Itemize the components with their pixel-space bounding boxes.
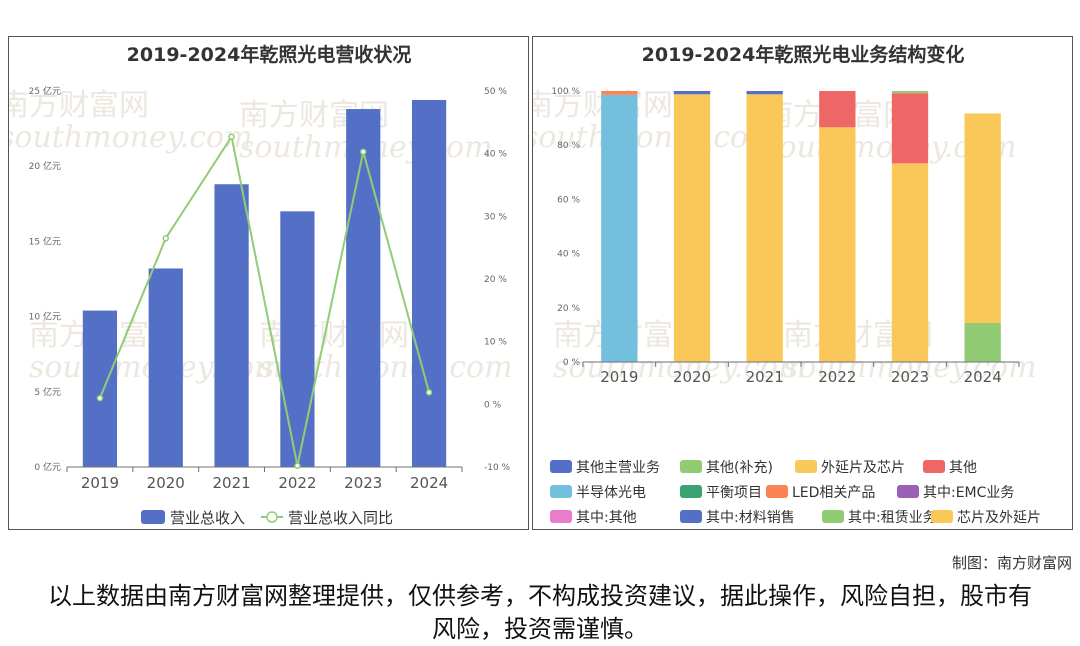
yoy-point	[228, 133, 235, 140]
legend-label: LED相关产品	[792, 485, 875, 501]
y-right-tick-label: 40 %	[484, 150, 507, 160]
y-left-tick-label: 25 亿元	[29, 85, 61, 97]
yoy-point	[96, 394, 104, 402]
y-tick-label: 100 %	[551, 87, 580, 97]
yoy-point	[360, 148, 367, 156]
y-right-tick-label: -10 %	[484, 463, 511, 473]
y-right-tick-label: 10 %	[484, 338, 507, 348]
legend-label: 其他(补充)	[706, 460, 773, 476]
revenue-bar	[346, 109, 381, 467]
legend-swatch	[897, 485, 919, 498]
x-tick-label: 2024	[964, 368, 1002, 386]
watermark-en: southmoney.com	[533, 120, 777, 155]
stack-segment	[601, 91, 638, 95]
stack-segment	[746, 91, 783, 95]
legend-label: 营业总收入同比	[288, 509, 393, 527]
watermark-en: southmoney.com	[9, 120, 253, 155]
y-left-tick-label: 5 亿元	[34, 386, 61, 398]
x-tick-label: 2023	[344, 474, 382, 492]
disclaimer-text: 以上数据由南方财富网整理提供，仅供参考，不构成投资建议，据此操作，风险自担，股市…	[48, 582, 1032, 643]
legend-swatch	[550, 510, 572, 523]
stack-segment	[819, 91, 856, 128]
x-tick-label: 2021	[746, 368, 784, 386]
legend-swatch	[680, 460, 702, 473]
y-tick-label: 60 %	[557, 195, 580, 205]
x-tick-label: 2020	[673, 368, 711, 386]
legend-swatch	[680, 510, 702, 523]
legend-swatch	[931, 510, 953, 523]
stack-segment	[819, 127, 856, 363]
y-right-tick-label: 0 %	[484, 400, 502, 410]
watermark-cn: 南方财富网	[9, 88, 149, 123]
x-tick-label: 2022	[818, 368, 856, 386]
legend-label: 其他	[949, 460, 977, 476]
y-right-tick-label: 50 %	[484, 87, 507, 97]
stack-segment	[746, 94, 783, 362]
y-right-tick-label: 30 %	[484, 212, 507, 222]
legend-swatch	[923, 460, 945, 473]
yoy-point	[425, 389, 433, 396]
legend-label: 营业总收入	[170, 509, 245, 527]
x-tick-label: 2020	[147, 474, 185, 492]
x-tick-label: 2021	[212, 474, 250, 492]
stack-segment	[891, 93, 929, 164]
legend-swatch	[550, 460, 572, 473]
revenue-chart: 南方财富网southmoney.com南方财富网southmoney.com南方…	[9, 43, 513, 527]
stack-segment	[673, 91, 711, 95]
revenue-bar	[214, 184, 249, 468]
y-right-tick-label: 20 %	[484, 275, 507, 285]
stack-segment	[964, 113, 1001, 323]
x-tick-label: 2024	[410, 474, 448, 492]
y-tick-label: 0 %	[563, 358, 581, 368]
stack-segment	[891, 163, 929, 362]
legend-label: 其中:租赁业务	[848, 510, 937, 526]
stack-segment	[673, 94, 711, 362]
chart-title: 2019-2024年乾照光电业务结构变化	[642, 43, 965, 66]
chart-title: 2019-2024年乾照光电营收状况	[127, 43, 412, 66]
y-tick-label: 40 %	[557, 250, 580, 260]
y-left-tick-label: 15 亿元	[29, 235, 61, 247]
revenue-bar	[148, 268, 183, 467]
legend-swatch-bar	[141, 510, 165, 524]
structure-chart-panel: 南方财富网southmoney.com南方财富网southmoney.com南方…	[532, 36, 1073, 530]
x-tick-label: 2023	[891, 368, 929, 386]
chart-credit: 制图：南方财富网	[951, 554, 1072, 572]
y-left-tick-label: 10 亿元	[29, 311, 61, 323]
legend-label: 外延片及芯片	[821, 460, 905, 476]
revenue-bar	[280, 211, 315, 467]
legend-swatch	[550, 485, 572, 498]
legend-swatch	[680, 485, 702, 498]
legend-label: 其中:EMC业务	[923, 485, 1014, 501]
yoy-point	[294, 462, 301, 469]
legend-label: 芯片及外延片	[957, 510, 1041, 526]
yoy-point	[162, 235, 169, 242]
y-tick-label: 80 %	[557, 141, 580, 151]
legend-swatch	[766, 485, 788, 498]
revenue-bar	[411, 100, 447, 468]
yoy-line	[98, 134, 431, 466]
legend-label: 其他主营业务	[576, 460, 660, 476]
x-tick-label: 2022	[278, 474, 316, 492]
stack-segment	[601, 94, 638, 362]
structure-chart: 南方财富网southmoney.com南方财富网southmoney.com南方…	[533, 43, 1041, 526]
legend-swatch	[822, 510, 844, 523]
x-tick-label: 2019	[81, 474, 119, 492]
legend-label: 其中:其他	[576, 510, 637, 526]
legend-swatch-point	[266, 511, 278, 523]
stack-segment	[964, 322, 1001, 362]
y-tick-label: 20 %	[557, 304, 580, 314]
y-left-tick-label: 20 亿元	[29, 160, 61, 172]
legend-label: 其中:材料销售	[706, 510, 795, 526]
legend-swatch	[795, 460, 817, 473]
stack-segment	[891, 91, 929, 94]
x-tick-label: 2019	[600, 368, 638, 386]
revenue-bar	[82, 310, 118, 467]
y-left-tick-label: 0 亿元	[34, 461, 61, 473]
legend-label: 半导体光电	[576, 485, 646, 501]
revenue-chart-panel: 南方财富网southmoney.com南方财富网southmoney.com南方…	[8, 36, 529, 530]
legend-label: 平衡项目	[706, 485, 762, 501]
